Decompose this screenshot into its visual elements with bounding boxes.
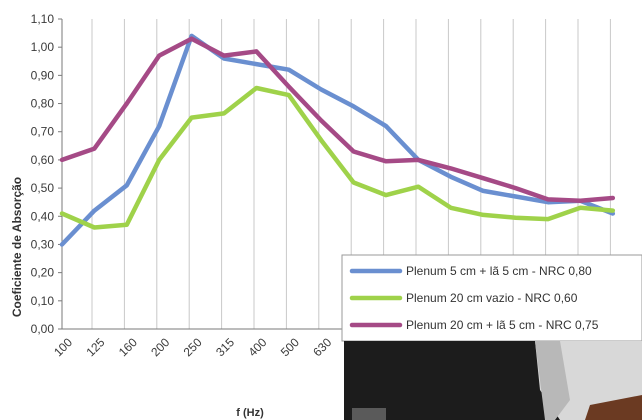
y-tick-label: 0,40 [31, 209, 55, 223]
x-tick-labels: 100 125 160 200 250 315 400 500 630 [51, 335, 334, 359]
y-tick-label: 0,70 [31, 125, 55, 139]
series-line-2 [59, 85, 616, 230]
x-tick-label: 400 [245, 335, 269, 359]
y-tick-label: 0,50 [31, 181, 55, 195]
series-line-1 [59, 33, 616, 247]
series-line-3 [59, 36, 616, 204]
x-tick-label: 250 [181, 335, 205, 359]
y-tick-label: 0,00 [31, 322, 55, 336]
photo-object [352, 408, 386, 420]
series-lines [59, 33, 616, 247]
legend-label-3: Plenum 20 cm + lã 5 cm - NRC 0,75 [406, 318, 599, 332]
photo-fragment [344, 341, 642, 420]
photo-wood [585, 395, 642, 420]
photo-wall-shade [535, 341, 570, 420]
y-tick-label: 0,10 [31, 294, 55, 308]
y-tick-label: 0,20 [31, 266, 55, 280]
x-tick-label: 160 [116, 335, 140, 359]
legend-label-2: Plenum 20 cm vazio - NRC 0,60 [406, 291, 578, 305]
x-tick-label: 200 [148, 335, 172, 359]
x-tick-label: 100 [51, 335, 75, 359]
y-tick-labels: 0,00 0,10 0,20 0,30 0,40 0,50 0,60 0,70 0,80 0,90… [31, 12, 55, 336]
y-tick-label: 1,00 [31, 40, 55, 54]
legend: Plenum 5 cm + lã 5 cm - NRC 0,80 Plenum 2… [341, 254, 642, 342]
y-axis-label: Coeficiente de Absorção [10, 177, 24, 317]
x-tick-label: 315 [213, 335, 237, 359]
x-tick-label: 630 [310, 335, 334, 359]
y-tick-label: 0,80 [31, 97, 55, 111]
x-tick-label: 125 [83, 335, 107, 359]
y-tick-label: 0,30 [31, 237, 55, 251]
y-tick-label: 1,10 [31, 12, 55, 26]
y-tick-label: 0,90 [31, 68, 55, 82]
x-axis-label: f (Hz) [236, 407, 264, 419]
x-tick-label: 500 [278, 335, 302, 359]
legend-label-1: Plenum 5 cm + lã 5 cm - NRC 0,80 [406, 264, 592, 278]
y-tick-label: 0,60 [31, 153, 55, 167]
